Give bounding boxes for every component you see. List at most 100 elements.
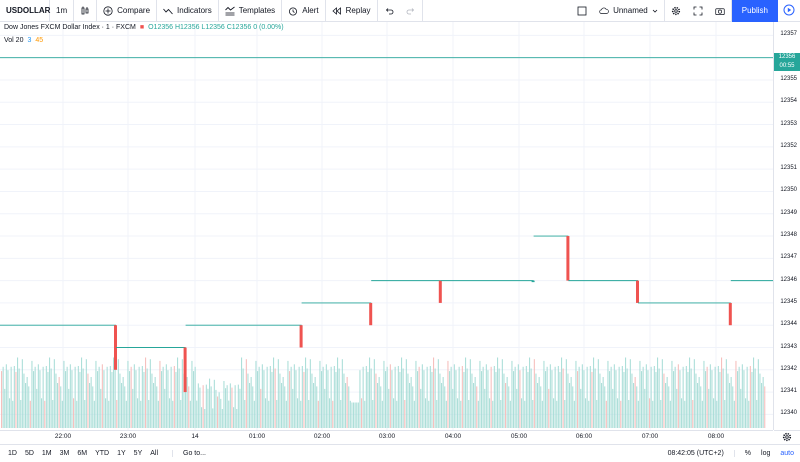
select-layout-button[interactable] [571,0,593,22]
volume-bar [612,388,614,428]
volume-bar [741,364,743,428]
volume-bar [53,359,55,428]
volume-bar [620,400,622,428]
volume-bar [562,368,564,428]
volume-bar [45,366,47,428]
volume-bar [341,359,343,428]
volume-bar [458,366,460,428]
clock[interactable]: 08:42:05 (UTC+2) [668,450,735,457]
fullscreen-button[interactable] [687,0,709,22]
volume-bar [497,357,499,428]
volume-bar [548,388,550,428]
volume-bar [321,371,323,428]
volume-bar [444,386,446,428]
auto-toggle[interactable]: auto [780,450,794,457]
range-all[interactable]: All [150,450,159,457]
undo-icon [384,6,394,16]
volume-bar [194,366,196,428]
log-toggle[interactable]: log [761,450,771,457]
volume-bar [173,366,175,428]
volume-bar [396,400,398,428]
chart-settings-button[interactable] [774,430,800,444]
current-price-label: 12356 [774,53,800,63]
volume-bar [532,400,534,428]
save-layout-button[interactable]: Unnamed [593,0,665,22]
volume-bar [713,398,715,428]
volume-bar [681,398,683,428]
volume-bar [441,383,443,428]
volume-bar [37,364,39,428]
volume-bar [495,371,497,428]
range-1d[interactable]: 1D [8,450,17,457]
range-5y[interactable]: 5Y [133,450,143,457]
percent-toggle[interactable]: % [744,450,752,457]
range-1m[interactable]: 1M [41,450,52,457]
volume-bar [730,377,732,428]
replay-button[interactable]: Replay [326,0,378,22]
volume-bar [570,377,572,428]
volume-bar [511,360,513,428]
volume-bar [193,371,195,428]
volume-bar [628,400,630,428]
volume-bar [153,383,155,428]
volume-bar [332,400,334,428]
volume-bar [284,386,286,428]
volume-bar [405,359,407,428]
price-chart[interactable] [0,22,773,430]
volume-bar [761,383,763,428]
chart-type-button[interactable] [74,0,98,22]
goto-button[interactable]: Go to... [172,450,206,457]
range-1y[interactable]: 1Y [117,450,126,457]
range-6m[interactable]: 6M [77,450,88,457]
volume-bar [452,388,454,428]
templates-button[interactable]: Templates [219,0,283,22]
volume-bar [268,400,270,428]
volume-bar [455,370,457,428]
volume-bar [185,383,187,428]
candle [531,280,535,283]
volume-bar [450,366,452,428]
publish-button[interactable]: Publish [731,0,778,22]
snapshot-button[interactable] [709,0,732,22]
indicators-label: Indicators [177,6,212,15]
volume-bar [157,400,159,428]
range-3m[interactable]: 3M [59,450,70,457]
volume-bar [417,371,419,428]
volume-bar [50,368,52,428]
redo-button[interactable] [400,0,423,22]
indicators-button[interactable]: Indicators [157,0,219,22]
volume-bar [29,400,31,428]
volume-bar [671,360,673,428]
volume-bar [242,368,244,428]
price-axis[interactable]: 12357 12356 12355 12354 12353 12352 12351 12350… [773,22,800,430]
compare-button[interactable]: Compare [97,0,158,22]
volume-bar [55,373,57,428]
time-axis[interactable]: 22:00 23:00 14 01:00 02:00 03:00 04:00 05:00 06:… [0,430,773,444]
volume-bar [361,398,363,428]
volume-bar [380,386,382,428]
volume-bar [636,386,638,428]
volume-bar [276,400,278,428]
volume-bar [236,409,238,428]
volume-bar [298,366,300,428]
settings-button[interactable] [665,0,687,22]
undo-button[interactable] [378,0,400,22]
volume-bar [634,377,636,428]
alert-label: Alert [302,6,319,15]
volume-bar [231,387,233,428]
interval-select[interactable]: 1m [50,0,75,22]
volume-bar [76,400,78,428]
volume-bar [257,371,259,428]
volume-bar [263,370,265,428]
volume-bar [108,400,110,428]
volume-bar [714,366,716,428]
play-button[interactable] [778,0,800,22]
volume-bar [533,359,535,428]
range-ytd[interactable]: YTD [95,450,110,457]
range-5d[interactable]: 5D [24,450,34,457]
volume-bar [252,386,254,428]
symbol-search[interactable]: USDOLLAR [0,0,50,22]
alert-button[interactable]: Alert [282,0,326,22]
volume-bar [292,388,294,428]
volume-bar [556,400,558,428]
